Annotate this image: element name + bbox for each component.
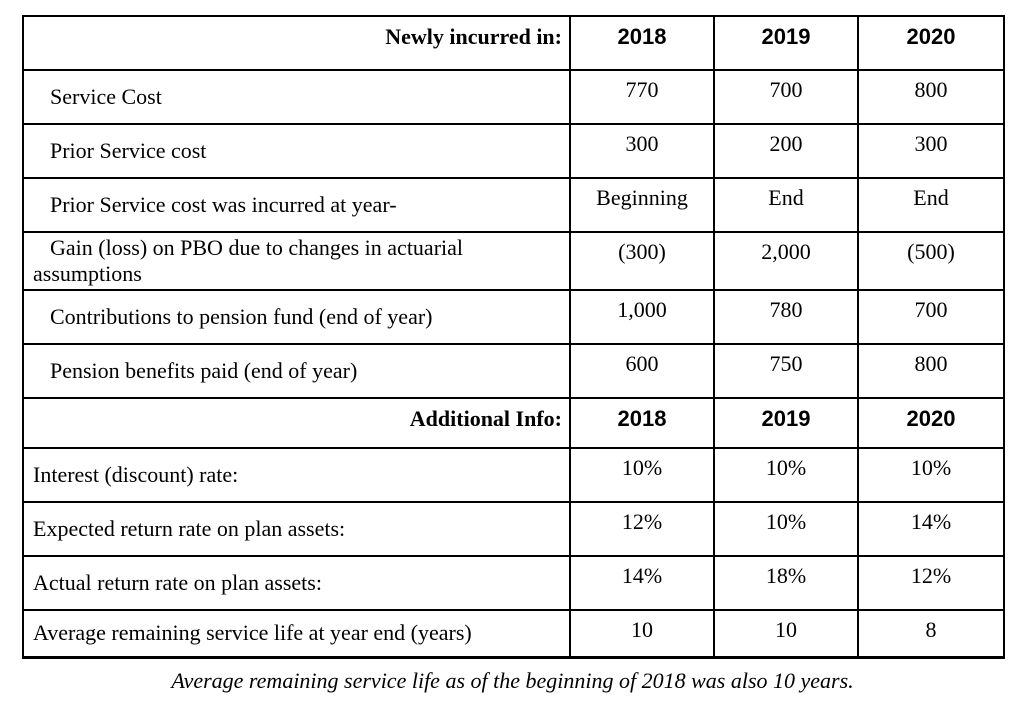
section1-header-row: Newly incurred in: 2018 2019 2020 <box>22 15 1005 71</box>
value-cell: (500) <box>857 231 1005 291</box>
value-cell: 12% <box>569 501 715 557</box>
value-cell: 770 <box>569 69 715 125</box>
footnote: Average remaining service life as of the… <box>171 667 854 693</box>
row-label-cell: Prior Service cost was incurred at year- <box>22 177 571 233</box>
value-cell: End <box>713 177 859 233</box>
table-row-actual-return: Actual return rate on plan assets: 14% 1… <box>22 555 1005 611</box>
table-row-avg-service-life: Average remaining service life at year e… <box>22 609 1005 658</box>
value-cell: End <box>857 177 1005 233</box>
table-row-prior-service-cost: Prior Service cost 300 200 300 <box>22 123 1005 179</box>
table-row-prior-service-cost-timing: Prior Service cost was incurred at year-… <box>22 177 1005 233</box>
value-cell: 10 <box>713 609 859 658</box>
value-cell: 780 <box>713 289 859 345</box>
value-cell: 300 <box>857 123 1005 179</box>
row-label-cell: Pension benefits paid (end of year) <box>22 343 571 399</box>
year-header-cell: 2018 <box>569 397 715 449</box>
section2-header-row: Additional Info: 2018 2019 2020 <box>22 397 1005 449</box>
table-row-benefits-paid: Pension benefits paid (end of year) 600 … <box>22 343 1005 399</box>
value-cell: 800 <box>857 69 1005 125</box>
year-header-cell: 2018 <box>569 15 715 71</box>
value-cell: 18% <box>713 555 859 611</box>
value-cell: 14% <box>569 555 715 611</box>
row-label-cell: Expected return rate on plan assets: <box>22 501 571 557</box>
year-header-cell: 2020 <box>857 397 1005 449</box>
value-cell: 10% <box>569 447 715 503</box>
table-row-interest-rate: Interest (discount) rate: 10% 10% 10% <box>22 447 1005 503</box>
value-cell: Beginning <box>569 177 715 233</box>
value-cell: 1,000 <box>569 289 715 345</box>
value-cell: 10% <box>857 447 1005 503</box>
value-cell: 8 <box>857 609 1005 658</box>
value-cell: 2,000 <box>713 231 859 291</box>
value-cell: 200 <box>713 123 859 179</box>
section1-header-cell: Newly incurred in: <box>22 15 571 71</box>
year-header-cell: 2019 <box>713 397 859 449</box>
value-cell: (300) <box>569 231 715 291</box>
value-cell: 700 <box>713 69 859 125</box>
table-row-expected-return: Expected return rate on plan assets: 12%… <box>22 501 1005 557</box>
row-label-cell: Contributions to pension fund (end of ye… <box>22 289 571 345</box>
value-cell: 10 <box>569 609 715 658</box>
row-label-cell: Interest (discount) rate: <box>22 447 571 503</box>
value-cell: 10% <box>713 447 859 503</box>
value-cell: 10% <box>713 501 859 557</box>
year-header-cell: 2019 <box>713 15 859 71</box>
value-cell: 700 <box>857 289 1005 345</box>
row-label-cell: Average remaining service life at year e… <box>22 609 571 658</box>
section2-header-cell: Additional Info: <box>22 397 571 449</box>
value-cell: 14% <box>857 501 1005 557</box>
row-label-cell: Prior Service cost <box>22 123 571 179</box>
year-header-cell: 2020 <box>857 15 1005 71</box>
value-cell: 300 <box>569 123 715 179</box>
table-row-contributions: Contributions to pension fund (end of ye… <box>22 289 1005 345</box>
value-cell: 800 <box>857 343 1005 399</box>
value-cell: 750 <box>713 343 859 399</box>
row-label-cell: Service Cost <box>22 69 571 125</box>
value-cell: 12% <box>857 555 1005 611</box>
row-label-cell: Gain (loss) on PBO due to changes in act… <box>22 231 571 291</box>
table-row-service-cost: Service Cost 770 700 800 <box>22 69 1005 125</box>
row-label-cell: Actual return rate on plan assets: <box>22 555 571 611</box>
value-cell: 600 <box>569 343 715 399</box>
pension-data-table: Newly incurred in: 2018 2019 2020 Servic… <box>22 15 1005 659</box>
table-row-gain-loss-pbo: Gain (loss) on PBO due to changes in act… <box>22 231 1005 291</box>
